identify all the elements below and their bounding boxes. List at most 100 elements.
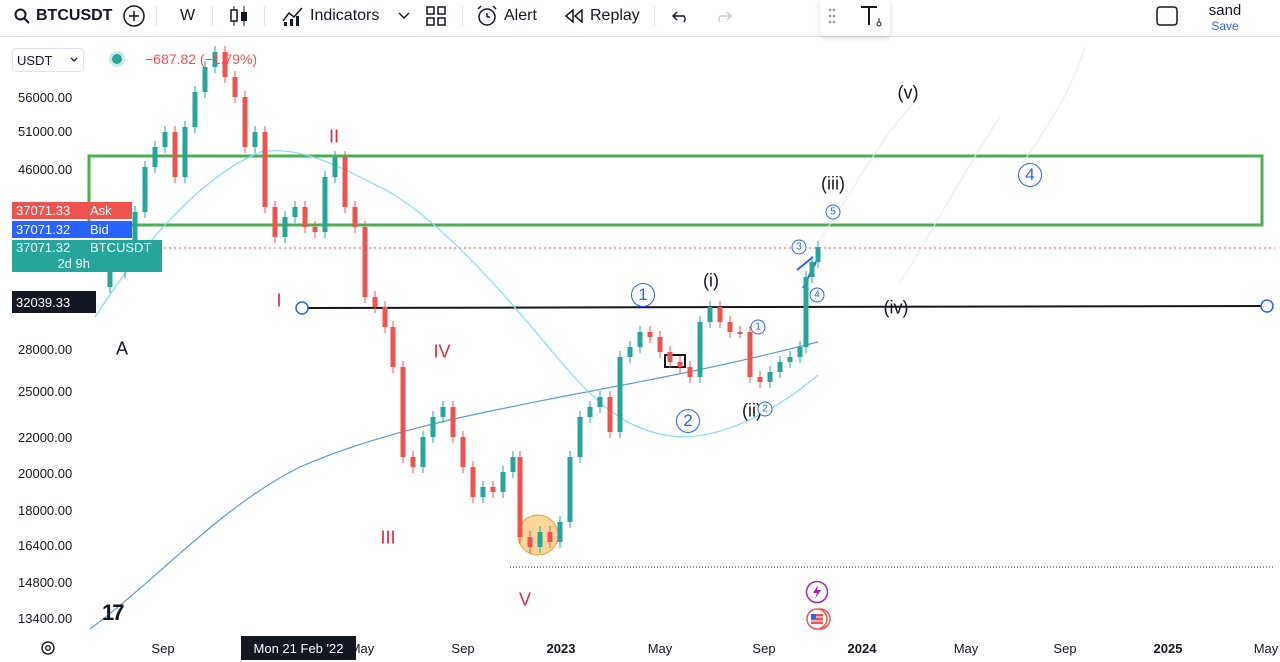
interval-button[interactable]: W (180, 0, 195, 32)
wave-label-ii[interactable]: (ii) (742, 400, 762, 421)
hline-right-handle[interactable] (1260, 299, 1274, 313)
candle-body (312, 227, 318, 232)
layout-save[interactable]: sand Save (1200, 2, 1250, 33)
subwave-circle-1[interactable]: 1 (750, 319, 766, 335)
wave-label-II[interactable]: II (328, 126, 340, 147)
tradingview-logo: 17 (102, 600, 125, 625)
redo-icon (718, 11, 732, 23)
subwave-circle-3[interactable]: 3 (791, 239, 807, 255)
indicators-button[interactable]: Indicators (282, 0, 379, 32)
candle-body (282, 217, 288, 237)
bid-price-box: 37071.32 Bid (12, 221, 132, 238)
wave-label-V[interactable]: V (518, 589, 532, 610)
candle-body (480, 487, 486, 497)
subwave-circle-5[interactable]: 5 (825, 204, 841, 220)
price-scale-label: 51000.00 (18, 124, 73, 139)
price-scale-label: 16400.00 (18, 538, 73, 553)
text-tool-icon[interactable] (858, 4, 884, 30)
indicators-dropdown[interactable] (398, 0, 410, 32)
rewind-icon (564, 9, 583, 23)
economic-event-flag-icon[interactable] (804, 607, 834, 631)
chart-type-button[interactable] (229, 0, 249, 32)
candle-body (222, 52, 228, 77)
candle-body (697, 322, 703, 377)
candle-body (202, 67, 208, 92)
wave-circle-4[interactable]: 4 (1018, 163, 1042, 187)
time-scale-label: May (953, 641, 979, 656)
wave-circle-2[interactable]: 2 (676, 409, 700, 433)
candle-body (510, 457, 516, 472)
candle-body (342, 157, 348, 207)
candle-body (747, 332, 753, 377)
wave-label-iii[interactable]: (iii) (821, 173, 845, 194)
chart-pane[interactable]: USDT −687.82 (−1.79%) 56000.00 51000.00 46… (0, 37, 1280, 662)
fullscreen-button[interactable] (1156, 0, 1178, 32)
undo-button[interactable] (672, 0, 690, 32)
horizontal-line-32039[interactable] (301, 305, 1268, 309)
candle-body (152, 147, 158, 167)
replay-label: Replay (590, 7, 640, 24)
candle-body (192, 92, 198, 127)
candle-body (322, 177, 328, 232)
candle-body (547, 532, 553, 542)
candle-body (777, 362, 783, 372)
last-symbol: BTCUSDT (90, 240, 152, 255)
candle-body (500, 472, 506, 492)
candle-body (292, 207, 298, 217)
candle-body (527, 537, 533, 547)
wave-label-I[interactable]: I (276, 290, 282, 311)
subwave-circle-4[interactable]: 4 (809, 287, 825, 303)
candle-body (587, 407, 593, 417)
bid-price: 37071.32 (16, 222, 71, 237)
price-scale-label: 46000.00 (18, 162, 73, 177)
candle-body (450, 407, 456, 437)
wave-label-i[interactable]: (i) (703, 270, 719, 291)
candle-body (657, 337, 663, 352)
indicators-icon (282, 7, 303, 26)
redo-button[interactable] (714, 0, 732, 32)
ask-label: Ask (90, 203, 112, 218)
replay-button[interactable]: Replay (564, 0, 640, 32)
layout-button[interactable] (426, 0, 446, 32)
candle-body (470, 467, 476, 497)
alert-button[interactable]: Alert (476, 0, 537, 32)
candle-body (430, 417, 436, 437)
square-icon (1156, 6, 1178, 26)
candle-body (537, 532, 543, 547)
drag-handle-icon[interactable] (828, 8, 836, 24)
settings-gear-icon[interactable] (40, 640, 56, 656)
hline-left-handle[interactable] (295, 301, 309, 315)
candle-body (182, 127, 188, 177)
projection-path (817, 46, 1086, 283)
wave-label-A[interactable]: A (115, 338, 129, 359)
hline-price-box: 32039.33 (12, 291, 96, 313)
symbol-search-button[interactable]: BTCUSDT (14, 0, 112, 32)
candle-body (490, 487, 496, 492)
resistance-zone-box[interactable] (87, 154, 1264, 227)
currency-select[interactable]: USDT (12, 48, 84, 72)
candle-body (557, 522, 563, 542)
slow-moving-average (89, 341, 819, 630)
trend-segment-1[interactable] (796, 256, 814, 271)
wave-label-III[interactable]: III (380, 527, 396, 548)
wave-label-iv[interactable]: (iv) (883, 297, 909, 318)
grid-layout-icon (426, 6, 446, 26)
candle-body (637, 332, 643, 347)
candle-body (767, 372, 773, 382)
candle-body (627, 347, 633, 357)
price-chart[interactable] (0, 37, 1280, 662)
layout-name: sand (1208, 2, 1242, 19)
wave-label-v[interactable]: (v) (897, 82, 919, 103)
top-toolbar: BTCUSDT W Indicators Alert Replay s (0, 0, 1280, 37)
candle-body (517, 457, 523, 537)
candle-body (252, 132, 258, 147)
compare-button[interactable] (122, 0, 146, 32)
time-scale-label: Sep (1053, 641, 1077, 656)
candle-body (272, 207, 278, 237)
subwave-circle-2[interactable]: 2 (757, 401, 773, 417)
time-scale-label: May (1253, 641, 1279, 656)
wave-circle-1[interactable]: 1 (631, 283, 655, 307)
wave-label-IV[interactable]: IV (433, 341, 451, 362)
candle-body (707, 307, 713, 322)
lightning-event-icon[interactable] (805, 580, 829, 604)
